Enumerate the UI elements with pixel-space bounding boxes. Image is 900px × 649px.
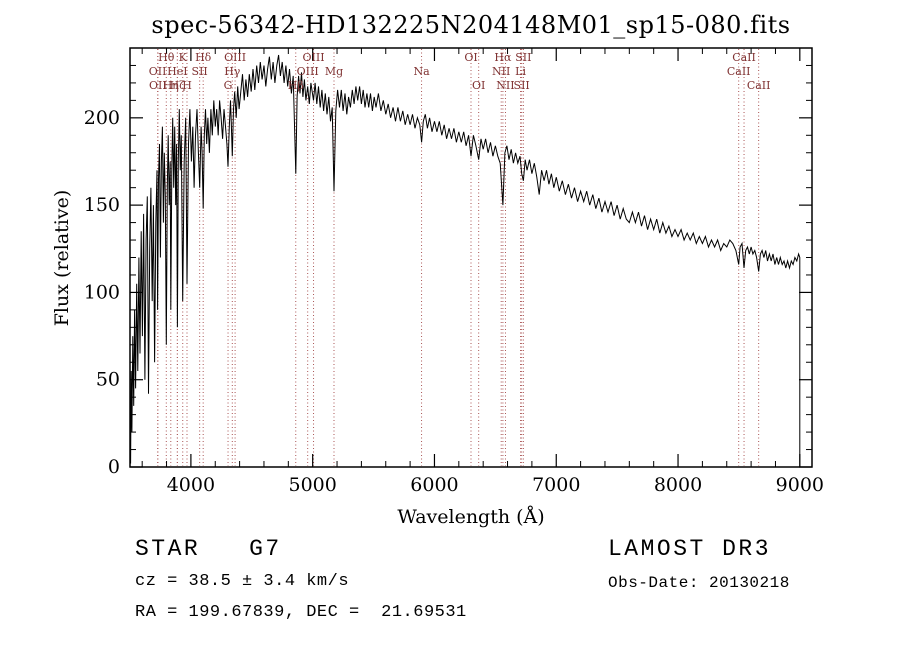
spectral-line-label: Hδ bbox=[195, 51, 212, 64]
spectral-line-label: NII bbox=[492, 65, 510, 78]
y-axis-label: Flux (relative) bbox=[51, 189, 73, 327]
ra-dec-label: RA = 199.67839, DEC = 21.69531 bbox=[135, 603, 467, 622]
object-class-label: STAR G7 bbox=[135, 536, 282, 562]
y-tick-label: 100 bbox=[84, 281, 120, 303]
x-tick-label: 8000 bbox=[654, 474, 702, 496]
x-axis-label: Wavelength (Å) bbox=[397, 506, 545, 528]
spectral-line-label: OIII bbox=[297, 65, 319, 78]
x-tick-label: 6000 bbox=[410, 474, 458, 496]
survey-label: LAMOST DR3 bbox=[608, 536, 772, 562]
spectral-line-label: Hη bbox=[163, 79, 179, 92]
spectral-line-label: Mg bbox=[325, 65, 343, 78]
plot-frame bbox=[129, 47, 813, 468]
spectral-line-label: NII bbox=[496, 79, 514, 92]
spectral-line-label: OI bbox=[464, 51, 477, 64]
spectral-line-label: Hγ bbox=[224, 65, 241, 78]
y-tick-label: 50 bbox=[96, 369, 120, 391]
spectral-line-label: G bbox=[224, 79, 233, 92]
spectral-line-label: K bbox=[179, 51, 188, 64]
spectral-line-label: Hθ bbox=[158, 51, 175, 64]
spectrum-trace bbox=[130, 54, 801, 467]
spectral-line-label: OII bbox=[149, 65, 167, 78]
spectral-line-label: CaII bbox=[747, 79, 771, 92]
spectral-line-label: HeI bbox=[167, 65, 187, 78]
plot-title: spec-56342-HD132225N204148M01_sp15-080.f… bbox=[151, 11, 791, 39]
spectral-line-label: SII bbox=[514, 79, 530, 92]
spectral-line-label: SII bbox=[192, 65, 208, 78]
spectral-line-label: Hα bbox=[494, 51, 512, 64]
spectral-line-label: CaII bbox=[732, 51, 756, 64]
x-tick-label: 7000 bbox=[532, 474, 580, 496]
spectral-line-label: H bbox=[182, 79, 192, 92]
y-tick-label: 0 bbox=[108, 456, 120, 478]
spectral-line-label: Na bbox=[413, 65, 430, 78]
spectral-line-label: OII bbox=[149, 79, 167, 92]
y-tick-label: 150 bbox=[84, 194, 120, 216]
redshift-velocity-label: cz = 38.5 ± 3.4 km/s bbox=[135, 572, 350, 591]
spectral-line-label: OIII bbox=[224, 51, 246, 64]
y-tick-label: 200 bbox=[84, 107, 120, 129]
spectral-line-label: OI bbox=[472, 79, 485, 92]
x-tick-label: 4000 bbox=[167, 474, 215, 496]
spectral-line-label: CaII bbox=[727, 65, 751, 78]
spectral-line-label: Hζ bbox=[170, 79, 186, 92]
spectral-line-label: SII bbox=[515, 51, 531, 64]
obs-date-label: Obs-Date: 20130218 bbox=[608, 574, 790, 592]
spectral-line-label: Li bbox=[515, 65, 526, 78]
spectral-line-label: OIII bbox=[302, 51, 324, 64]
x-tick-label: 9000 bbox=[776, 474, 824, 496]
x-tick-label: 5000 bbox=[288, 474, 336, 496]
spectral-line-label: Hβ bbox=[288, 79, 304, 92]
